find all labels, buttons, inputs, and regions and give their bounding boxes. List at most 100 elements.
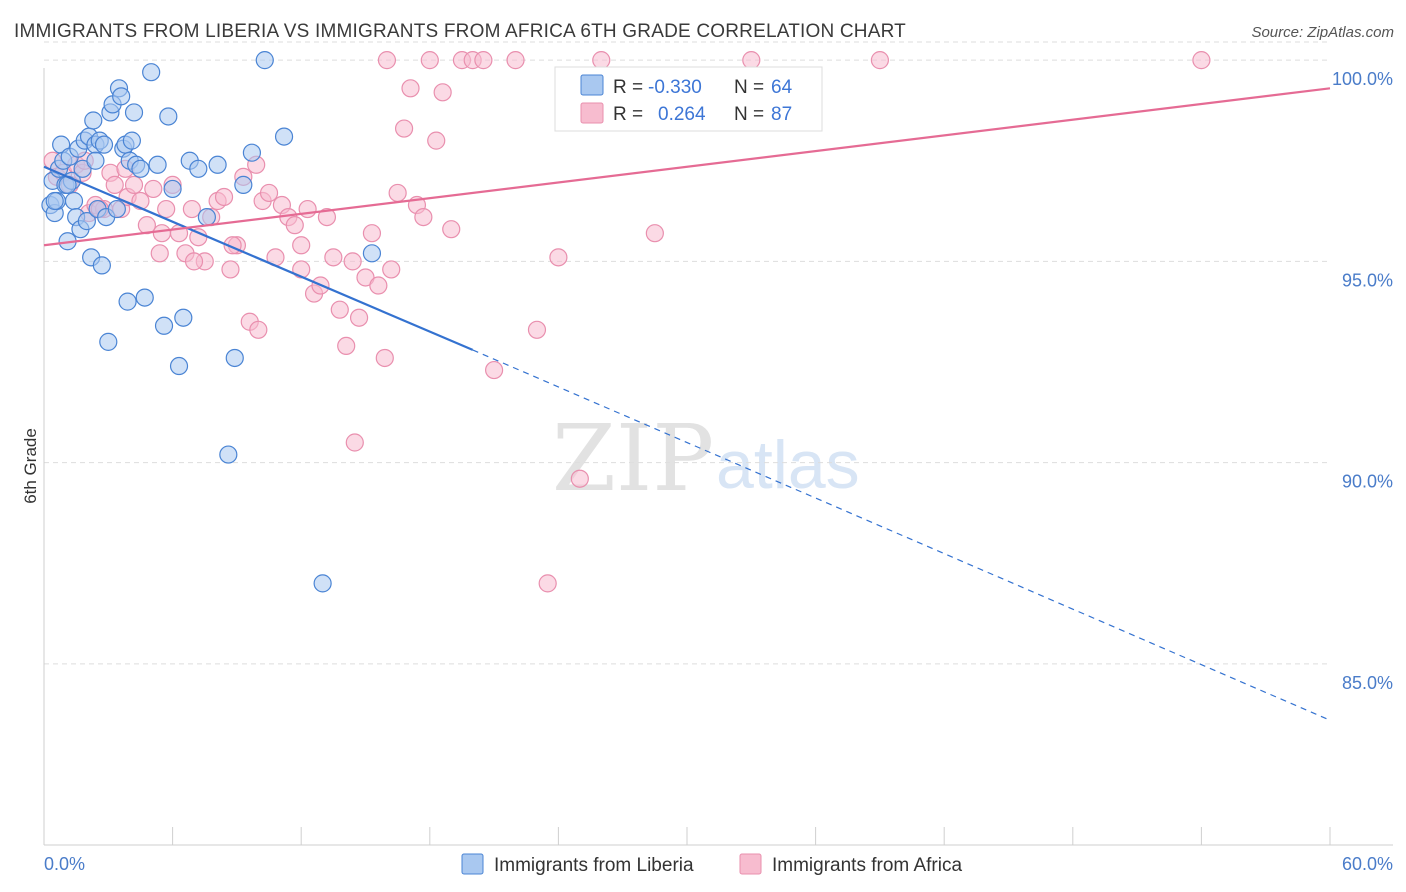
liberia-trendline-extension bbox=[472, 349, 1331, 721]
liberia-point-32 bbox=[112, 87, 131, 106]
trendlines bbox=[43, 87, 1331, 721]
africa-point-84 bbox=[292, 260, 311, 279]
africa-point-58 bbox=[414, 208, 433, 227]
liberia-point-37 bbox=[122, 131, 141, 150]
stats-swatch-liberia bbox=[580, 74, 604, 96]
africa-point-40 bbox=[298, 199, 317, 219]
africa-point-27 bbox=[214, 187, 234, 207]
liberia-point-15 bbox=[73, 159, 92, 178]
africa-point-22 bbox=[182, 199, 201, 219]
legend-swatch-africa bbox=[739, 853, 762, 875]
africa-point-50 bbox=[362, 224, 382, 243]
liberia-point-47 bbox=[169, 356, 189, 376]
africa-point-49 bbox=[356, 268, 375, 287]
africa-point-16 bbox=[144, 179, 163, 199]
liberia-point-20 bbox=[84, 111, 103, 130]
africa-point-45 bbox=[330, 300, 349, 319]
y-tick-labels: 85.0% 90.0% 95.0% 100.0% bbox=[1332, 69, 1393, 693]
liberia-point-48 bbox=[174, 308, 193, 327]
africa-point-69 bbox=[549, 248, 568, 267]
liberia-point-30 bbox=[107, 199, 126, 219]
liberia-point-53 bbox=[219, 445, 238, 464]
africa-point-52 bbox=[375, 348, 394, 368]
africa-point-79 bbox=[152, 224, 171, 243]
liberia-point-50 bbox=[189, 159, 208, 178]
liberia-point-44 bbox=[154, 316, 174, 335]
africa-point-74 bbox=[870, 51, 890, 70]
africa-point-72 bbox=[645, 224, 664, 243]
africa-point-48 bbox=[349, 308, 369, 327]
chart-title: IMMIGRANTS FROM LIBERIA VS IMMIGRANTS FR… bbox=[14, 21, 906, 42]
africa-point-77 bbox=[249, 320, 268, 339]
liberia-point-38 bbox=[124, 103, 144, 122]
liberia-point-40 bbox=[131, 159, 150, 178]
africa-point-18 bbox=[157, 199, 176, 219]
africa-point-46 bbox=[337, 336, 356, 355]
africa-point-28 bbox=[221, 260, 240, 279]
africa-point-44 bbox=[324, 248, 343, 267]
africa-point-13 bbox=[124, 175, 144, 194]
africa-point-55 bbox=[394, 119, 414, 138]
stats-r-label-1: R = bbox=[613, 77, 643, 98]
y-tick-label-2: 95.0% bbox=[1342, 270, 1393, 290]
africa-point-43 bbox=[317, 208, 337, 227]
series-liberia-points bbox=[41, 51, 382, 593]
y-tick-label-0: 85.0% bbox=[1342, 673, 1393, 693]
africa-point-61 bbox=[433, 83, 452, 102]
liberia-point-54 bbox=[225, 348, 244, 368]
liberia-point-24 bbox=[92, 256, 111, 275]
liberia-point-46 bbox=[163, 179, 182, 199]
axes bbox=[43, 68, 1393, 846]
liberia-trendline bbox=[43, 165, 474, 351]
x-tick-label-0: 0.0% bbox=[44, 854, 85, 874]
y-tick-label-3: 100.0% bbox=[1332, 69, 1393, 89]
africa-point-38 bbox=[285, 216, 304, 235]
africa-point-68 bbox=[538, 574, 557, 593]
stats-n-label-1: N = bbox=[734, 77, 764, 98]
liberia-point-25 bbox=[94, 135, 114, 154]
africa-point-66 bbox=[506, 51, 525, 70]
africa-point-67 bbox=[527, 320, 547, 339]
y-axis-label: 6th Grade bbox=[21, 428, 40, 504]
stats-r-value-2: 0.264 bbox=[658, 104, 706, 125]
africa-point-62 bbox=[442, 220, 461, 239]
stats-swatch-africa bbox=[580, 102, 604, 124]
liberia-point-60 bbox=[362, 244, 382, 263]
africa-point-60 bbox=[427, 131, 446, 150]
africa-point-54 bbox=[388, 183, 407, 203]
stats-n-value-1: 64 bbox=[771, 77, 793, 98]
africa-point-65 bbox=[485, 360, 504, 380]
watermark-atlas: atlas bbox=[716, 427, 860, 503]
bottom-legend: Immigrants from Liberia Immigrants from … bbox=[461, 853, 962, 876]
x-tick-label-1: 60.0% bbox=[1342, 854, 1393, 874]
stats-legend: R = -0.330 N = 64 R = 0.264 N = 87 bbox=[554, 66, 823, 132]
legend-label-africa: Immigrants from Africa bbox=[772, 855, 962, 876]
liberia-point-43 bbox=[148, 155, 167, 174]
liberia-point-45 bbox=[159, 107, 178, 126]
liberia-point-55 bbox=[234, 175, 253, 194]
africa-point-39 bbox=[292, 236, 311, 255]
x-tick-labels: 0.0% 60.0% bbox=[44, 854, 1393, 874]
stats-r-label-2: R = bbox=[613, 104, 643, 125]
africa-point-86 bbox=[474, 51, 493, 70]
africa-point-34 bbox=[259, 183, 279, 203]
liberia-point-42 bbox=[142, 63, 161, 82]
africa-point-47 bbox=[343, 252, 362, 271]
source-label: Source: ZipAtlas.com bbox=[1251, 24, 1394, 41]
africa-point-73 bbox=[742, 51, 761, 70]
watermark-zip: ZIP bbox=[552, 405, 714, 512]
liberia-point-56 bbox=[242, 143, 262, 162]
legend-swatch-liberia bbox=[461, 853, 484, 875]
liberia-point-11 bbox=[64, 191, 84, 211]
liberia-point-58 bbox=[274, 127, 294, 146]
africa-point-76 bbox=[345, 433, 364, 452]
liberia-point-52 bbox=[208, 155, 227, 174]
liberia-point-41 bbox=[135, 288, 154, 307]
africa-point-10 bbox=[105, 175, 124, 194]
liberia-point-62 bbox=[86, 151, 105, 170]
stats-r-value-1: -0.330 bbox=[648, 77, 702, 98]
africa-trendline bbox=[43, 87, 1331, 247]
gridlines bbox=[44, 41, 1330, 665]
africa-point-71 bbox=[592, 51, 611, 70]
